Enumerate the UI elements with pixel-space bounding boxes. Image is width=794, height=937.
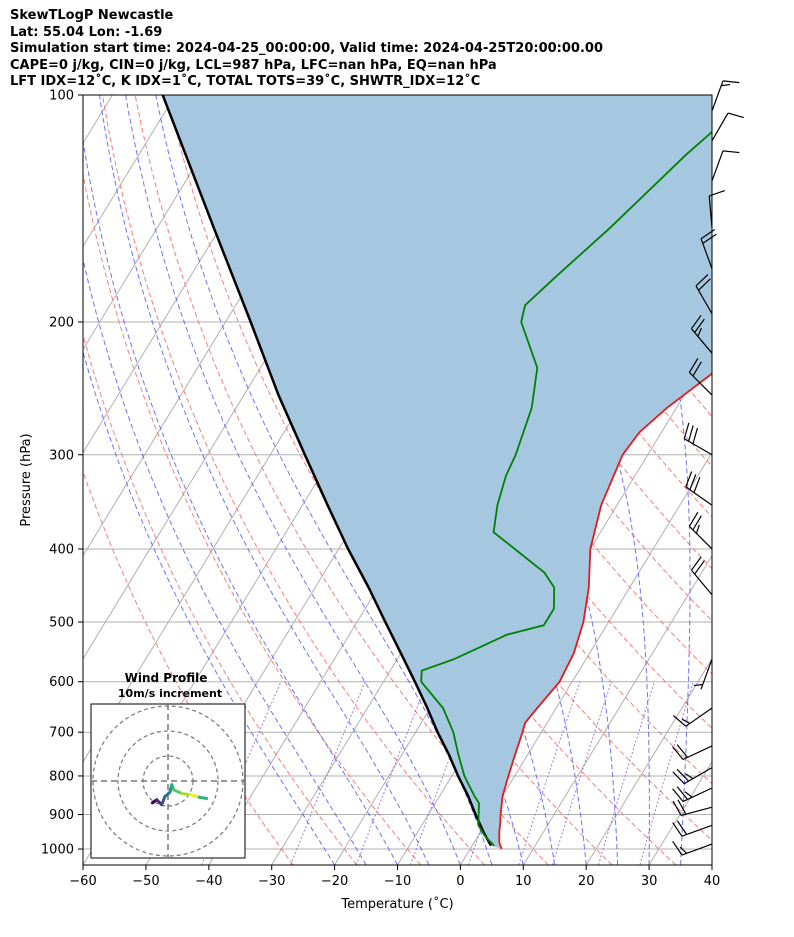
mixing-ratio-line (551, 681, 612, 865)
parcel-profile-line (161, 95, 493, 847)
dry-adiabat (755, 95, 794, 865)
wind-barb (672, 767, 713, 785)
y-tick-label: 800 (49, 769, 74, 784)
hodograph-segment (197, 795, 209, 800)
mixing-ratio-line (290, 681, 366, 865)
wind-barb (711, 150, 740, 182)
wind-barb (672, 744, 713, 761)
moist-adiabat (98, 95, 430, 865)
time-line: Simulation start time: 2024-04-25_00:00:… (10, 41, 603, 56)
isotherm (83, 95, 176, 248)
isotherm (585, 657, 712, 865)
mixing-ratio-line (597, 681, 655, 865)
inset-hodograph (91, 704, 245, 858)
y-tick-label: 700 (49, 726, 74, 741)
dry-adiabat (83, 333, 358, 865)
x-tick-label: 0 (456, 874, 464, 889)
y-tick-label: 900 (49, 808, 74, 823)
wind-barb (711, 112, 745, 142)
x-tick-label: −10 (384, 874, 411, 889)
stability-indices-line: LFT IDX=12˚C, K IDX=1˚C, TOTAL TOTS=39˚C… (10, 74, 481, 89)
x-tick-label: −50 (132, 874, 159, 889)
y-tick-label: 600 (49, 675, 74, 690)
wind-barb (708, 189, 725, 228)
x-tick-label: 40 (704, 874, 721, 889)
mixing-ratio-line (355, 681, 428, 865)
wind-barb (693, 658, 713, 690)
wind-barb (688, 511, 713, 550)
x-tick-label: 10 (515, 874, 532, 889)
y-tick-label: 500 (49, 616, 74, 631)
dry-adiabat (102, 95, 485, 865)
dewpoint-line (420, 130, 712, 847)
dry-adiabat (167, 95, 613, 865)
moist-adiabat (83, 138, 398, 865)
dry-adiabat (83, 470, 294, 865)
inset-subtitle: 10m/s increment (118, 687, 222, 700)
inset-title: Wind Profile (125, 671, 208, 685)
mixing-ratio-line (518, 681, 581, 865)
wind-barb (683, 422, 713, 456)
dry-adiabat (83, 171, 422, 865)
isotherm (711, 864, 712, 865)
y-tick-label: 1000 (41, 843, 74, 858)
location-line: Lat: 55.04 Lon: -1.69 (10, 24, 163, 40)
chart-title: SkewTLogP Newcastle (10, 8, 174, 23)
header: SkewTLogP Newcastle Lat: 55.04 Lon: -1.6… (10, 8, 603, 91)
hodograph-segment (189, 793, 201, 799)
isotherm (459, 451, 712, 865)
x-axis: −60 −50 −40 −30 −20 −10 0 10 20 30 40 (69, 865, 720, 889)
wind-barb (672, 841, 713, 856)
x-tick-label: −40 (195, 874, 222, 889)
isotherm (522, 554, 712, 865)
wind-barb (711, 80, 740, 112)
wind-barbs (672, 80, 745, 856)
y-tick-label: 100 (49, 89, 74, 104)
dry-adiabat (493, 95, 712, 418)
x-tick-label: −20 (321, 874, 348, 889)
y-axis-label: Pressure (hPa) (19, 433, 34, 526)
mixing-ratio-line (409, 681, 479, 865)
isotherm (83, 95, 239, 351)
dry-adiabat (722, 95, 794, 865)
x-axis-label: Temperature (˚C) (340, 896, 453, 912)
hodograph-ring (117, 730, 219, 832)
wind-barb (695, 274, 713, 314)
x-tick-label: −30 (258, 874, 285, 889)
moist-adiabat (711, 858, 712, 865)
data-layer (161, 95, 712, 850)
wind-barb (672, 820, 713, 837)
wind-barb (690, 314, 713, 354)
wind-barb (672, 786, 713, 803)
y-tick-label: 200 (49, 315, 74, 330)
temperature-line (498, 372, 712, 850)
cin-shading (162, 95, 712, 849)
x-tick-label: 20 (578, 874, 595, 889)
y-tick-label: 400 (49, 542, 74, 557)
y-tick-label: 300 (49, 448, 74, 463)
wind-barb (672, 707, 713, 727)
wind-profile-inset: Wind Profile 10m/s increment (90, 671, 246, 859)
wind-barb (672, 799, 713, 817)
wind-barb (688, 357, 713, 396)
moist-adiabat (574, 95, 691, 865)
mixing-ratio-line (639, 681, 694, 865)
x-tick-label: −60 (69, 874, 96, 889)
y-axis: 100 200 300 400 500 600 700 800 900 1000 (41, 89, 83, 858)
wind-barb (685, 471, 713, 506)
moist-adiabat (125, 95, 461, 865)
wind-barb (690, 556, 713, 596)
x-tick-label: 30 (641, 874, 658, 889)
moist-adiabat (155, 95, 493, 865)
convective-params-line: CAPE=0 j/kg, CIN=0 j/kg, LCL=987 hPa, LF… (10, 57, 497, 73)
moist-adiabat (83, 257, 367, 865)
isotherm (775, 95, 794, 865)
wind-barb (700, 228, 717, 269)
